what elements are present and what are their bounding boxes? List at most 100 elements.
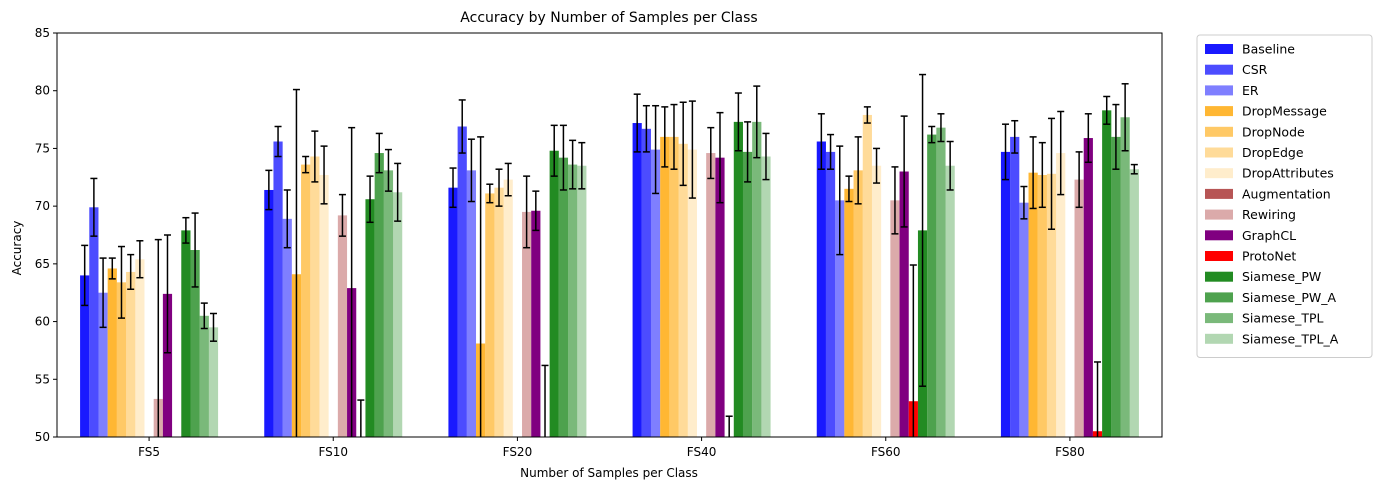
errorbar-protonet-fs80 [1094,361,1102,437]
x-tick-label-fs40: FS40 [687,445,717,459]
bar-siamese-pw-a-fs40 [742,151,753,437]
errorbar-siamese-pw-a-fs20 [559,124,567,191]
bar-siamese-pw-fs10 [365,199,375,437]
bar-csr-fs60 [825,151,836,437]
errorbar-protonet-fs10 [357,399,365,437]
legend-item-augmentation: Augmentation [1205,186,1331,201]
legend-swatch [1205,209,1233,220]
bar-er-fs10 [282,218,292,437]
y-tick-label: 50 [35,430,50,444]
bar-rewiring-fs20 [522,211,532,437]
bar-siamese-pw-a-fs5 [190,250,200,437]
bar-siamese-tpl-fs80 [1120,117,1130,437]
bar-dropattributes-fs5 [135,259,145,437]
bar-graphcl-fs20 [531,210,541,437]
legend-label: DropNode [1242,124,1305,139]
legend-frame [1196,34,1373,358]
legend-label: DropAttributes [1242,166,1334,181]
legend-item-graphcl: GraphCL [1205,228,1296,243]
errorbar-dropedge-fs10 [311,130,319,183]
bar-dropedge-fs40 [678,143,688,437]
errorbar-csr-fs10 [274,125,282,158]
errorbar-siamese-tpl-fs20 [569,139,577,190]
legend-label: Augmentation [1242,186,1331,201]
y-tick-label: 75 [35,141,50,155]
errorbar-dropattributes-fs40 [688,100,696,199]
bar-csr-fs40 [641,128,651,437]
bar-csr-fs80 [1010,136,1020,437]
x-tick-label-fs80: FS80 [1055,445,1085,459]
bar-dropedge-fs20 [494,187,504,437]
legend-item-siamese-pw: Siamese_PW [1205,269,1321,284]
x-axis-label: Number of Samples per Class [520,466,698,480]
y-tick-label: 55 [35,372,50,386]
errorbar-siamese-tpl-fs5 [200,302,208,330]
errorbar-dropedge-fs40 [679,101,687,187]
chart-title: Accuracy by Number of Samples per Class [460,10,757,26]
bar-dropedge-fs80 [1046,173,1057,437]
bar-siamese-tpl-fs40 [752,121,762,437]
bar-rewiring-fs40 [706,153,716,438]
bar-siamese-pw-fs5 [181,230,191,437]
bar-dropattributes-fs60 [871,165,882,438]
legend-label: Siamese_PW [1242,269,1321,284]
errorbar-siamese-pw-fs20 [550,124,558,177]
legend-item-siamese-tpl: Siamese_TPL [1205,311,1324,326]
bar-siamese-tpl-a-fs10 [393,192,403,437]
errorbar-siamese-tpl-fs10 [384,148,392,192]
y-tick-label: 80 [35,84,50,98]
legend-label: Siamese_PW_A [1242,290,1337,305]
errorbar-graphcl-fs5 [163,234,171,354]
errorbar-dropedge-fs5 [127,253,135,291]
errorbar-siamese-tpl-a-fs10 [394,162,402,222]
legend-label: Rewiring [1242,207,1296,222]
errorbar-siamese-tpl-a-fs5 [209,312,217,342]
legend-label: Siamese_TPL_A [1242,331,1339,346]
bar-graphcl-fs60 [899,171,909,437]
errorbar-dropmessage-fs60 [845,175,853,203]
legend-label: ER [1242,83,1259,98]
errorbar-siamese-pw-fs5 [182,216,190,244]
bar-siamese-pw-a-fs10 [374,153,384,438]
bar-siamese-tpl-a-fs20 [577,165,587,438]
bar-dropedge-fs10 [310,156,320,437]
legend-swatch [1205,292,1233,303]
y-tick-label: 70 [35,199,50,213]
errorbar-dropmessage-fs20 [477,136,485,437]
plot-frame [56,32,1163,438]
errorbar-csr-fs20 [458,99,466,154]
x-tick-label-fs60: FS60 [871,445,901,459]
errorbar-protonet-fs20 [541,364,549,437]
errorbar-siamese-pw-fs60 [919,73,927,387]
legend-swatch [1205,147,1233,158]
errorbar-baseline-fs80 [1002,123,1010,181]
bar-graphcl-fs5 [162,293,173,437]
errorbar-dropnode-fs40 [670,103,678,170]
errorbar-baseline-fs10 [265,169,273,211]
errorbar-baseline-fs20 [449,167,457,209]
bar-dropmessage-fs5 [107,268,117,437]
bar-csr-fs10 [273,141,283,437]
bar-er-fs40 [650,149,661,437]
bar-graphcl-fs80 [1083,138,1093,438]
legend-item-dropedge: DropEdge [1205,145,1304,160]
errorbar-rewiring-fs5 [154,238,162,437]
legend-swatch [1205,251,1233,261]
errorbar-dropnode-fs10 [302,155,310,174]
legend-item-rewiring: Rewiring [1205,207,1296,222]
legend-label: Siamese_TPL [1242,311,1324,326]
bar-baseline-fs40 [632,123,642,437]
errorbar-siamese-tpl-fs40 [753,85,761,159]
legend-swatch [1205,126,1233,137]
errorbar-er-fs40 [652,104,660,195]
errorbar-dropnode-fs80 [1038,141,1046,209]
errorbar-rewiring-fs20 [523,175,531,249]
bar-dropattributes-fs80 [1056,153,1066,438]
legend-label: ProtoNet [1242,249,1296,264]
bars-layer [80,110,1139,438]
x-tick-label-fs20: FS20 [503,445,533,459]
errorbar-dropmessage-fs40 [661,106,669,168]
bar-baseline-fs80 [1000,151,1011,437]
errorbar-siamese-pw-a-fs60 [928,125,936,144]
bar-dropattributes-fs40 [687,149,697,437]
